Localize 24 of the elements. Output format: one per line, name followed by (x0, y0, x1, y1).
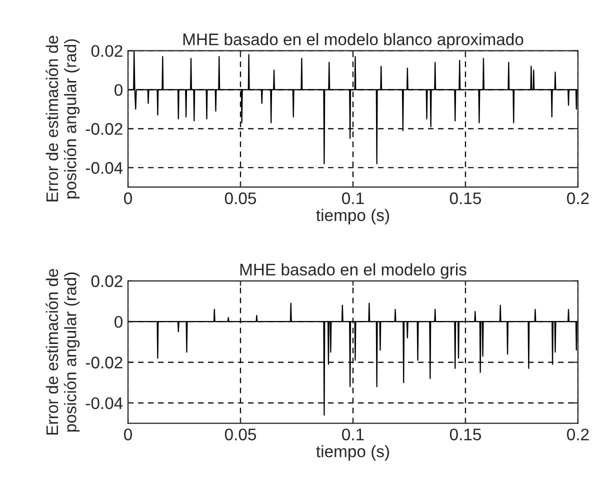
y-tick-label: 0 (114, 316, 122, 328)
chart-title: MHE basado en el modelo blanco aproximado (183, 33, 524, 49)
x-tick-label: 0 (124, 192, 132, 204)
x-tick-label: 0.2 (567, 428, 589, 440)
x-tick-label: 0.1 (342, 192, 364, 204)
x-tick-label: 0.05 (224, 428, 256, 440)
y-tick-label: -0.04 (86, 397, 123, 410)
y-tick-label: -0.02 (86, 356, 122, 368)
x-tick-label: 0.05 (224, 192, 256, 204)
y-tick-label: -0.04 (86, 162, 123, 174)
x-tick-label: 0.2 (567, 192, 589, 204)
x-axis-title: tiempo (s) (316, 208, 389, 224)
chart-title: MHE basado en el modelo gris (240, 263, 466, 279)
y-tick-label: 0.02 (91, 45, 122, 57)
x-tick-label: 0.15 (450, 428, 481, 440)
y-axis-title: Error de estimación de posición angular (rad) (46, 268, 80, 435)
y-axis-title: Error de estimación de posición angular (rad) (46, 36, 80, 202)
x-tick-label: 0.1 (342, 428, 364, 440)
y-tick-label: 0.02 (91, 275, 122, 288)
x-axis-title: tiempo (s) (316, 445, 389, 461)
y-tick-label: -0.02 (86, 123, 122, 135)
y-tick-label: 0 (114, 84, 122, 96)
x-tick-label: 0.15 (450, 192, 481, 204)
x-tick-label: 0 (124, 428, 132, 440)
